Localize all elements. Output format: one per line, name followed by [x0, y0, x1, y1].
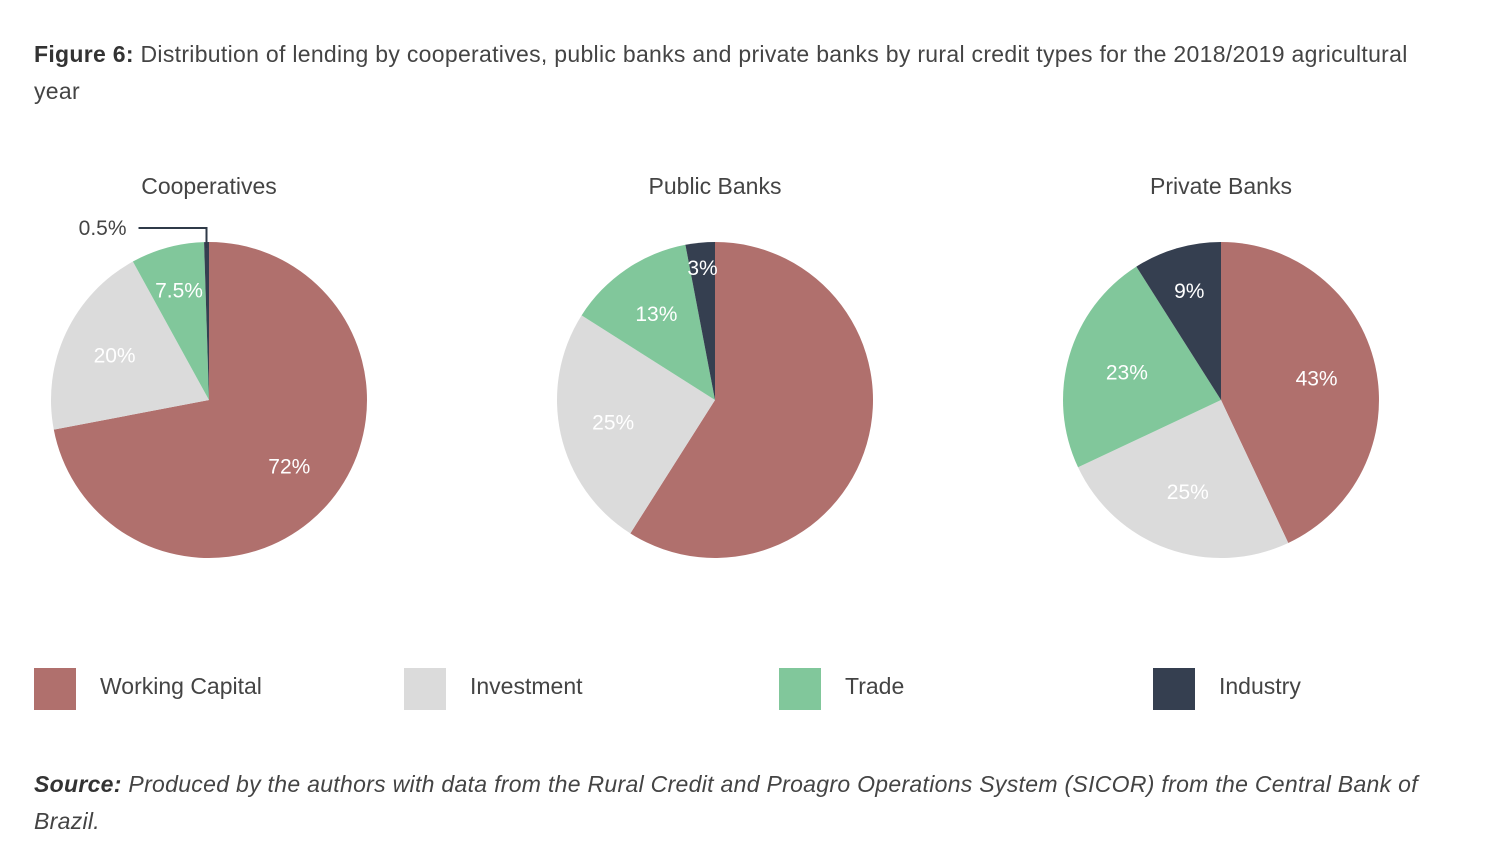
cooperatives-leader-line [138, 227, 208, 248]
private-banks-slice-industry [1136, 242, 1221, 400]
legend-label-industry: Industry [1219, 673, 1301, 699]
cooperatives-label-investment: 20% [94, 345, 136, 368]
cooperatives-label-industry: 0.5% [79, 217, 127, 240]
private-banks-slice-trade [1063, 266, 1221, 468]
figure-caption: Figure 6: Distribution of lending by coo… [34, 36, 1434, 110]
legend-swatch-trade [779, 668, 821, 710]
figure-label: Figure 6: [34, 41, 134, 67]
pie-charts: Cooperatives 72% 20% 7.5% 0.5% Public Banks 25… [50, 173, 1379, 558]
private-banks-label-investment: 25% [1167, 481, 1209, 504]
cooperatives-label-working-capital: 72% [268, 456, 310, 479]
legend-label-trade: Trade [845, 673, 905, 699]
public-banks-slice-trade [581, 244, 715, 400]
cooperatives-slice-industry [204, 242, 209, 400]
public-banks-title: Public Banks [649, 173, 782, 199]
private-banks-label-industry: 9% [1174, 280, 1204, 303]
legend-label-working-capital: Working Capital [100, 673, 262, 699]
private-banks-label-trade: 23% [1106, 362, 1148, 385]
cooperatives-title: Cooperatives [141, 173, 277, 199]
public-banks-slice-working-capital [630, 242, 874, 558]
cooperatives-label-trade: 7.5% [155, 279, 203, 302]
legend-swatch-investment [404, 668, 446, 710]
public-banks-label-trade: 13% [635, 303, 677, 326]
legend-swatch-working-capital [34, 668, 76, 710]
private-banks-slice-investment [1078, 400, 1289, 558]
source-text: Produced by the authors with data from t… [34, 771, 1418, 834]
public-banks-label-industry: 3% [687, 257, 717, 280]
figure-caption-text: Distribution of lending by cooperatives,… [34, 41, 1408, 104]
legend-swatch-industry [1153, 668, 1195, 710]
cooperatives-slice-investment [50, 261, 210, 430]
public-banks-slice-investment [557, 315, 715, 534]
private-banks-label-working-capital: 43% [1296, 368, 1338, 391]
public-banks-slice-industry [685, 242, 715, 400]
cooperatives-slice-working-capital [53, 242, 368, 558]
public-banks-label-investment: 25% [592, 412, 634, 435]
source-label: Source: [34, 771, 122, 797]
cooperatives-slice-trade [132, 242, 209, 400]
source-note: Source: Produced by the authors with dat… [34, 766, 1434, 840]
private-banks-slice-working-capital [1221, 242, 1379, 543]
private-banks-title: Private Banks [1150, 173, 1292, 199]
legend-label-investment: Investment [470, 673, 583, 699]
